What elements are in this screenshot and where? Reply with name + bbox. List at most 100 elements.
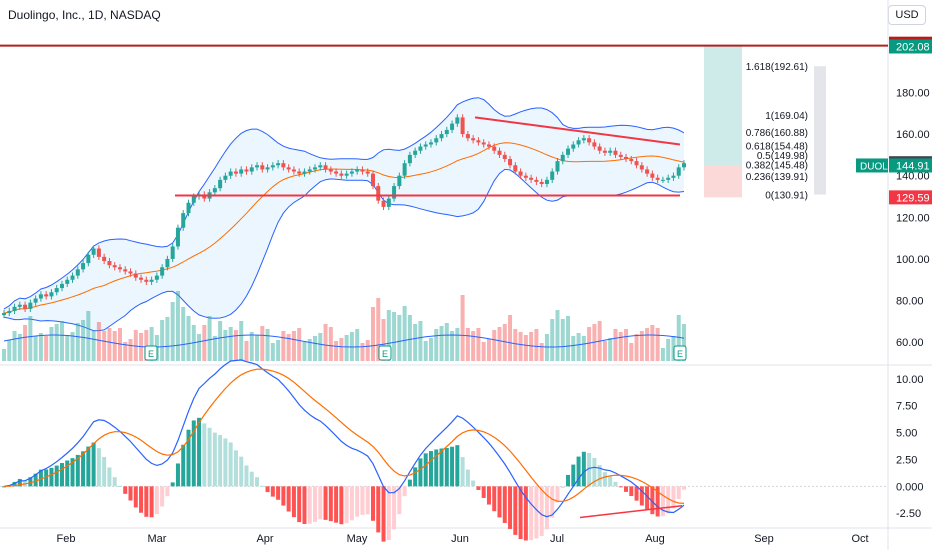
candle-body <box>65 279 70 284</box>
candle-body <box>12 306 17 311</box>
volume-bar <box>112 331 117 361</box>
candle-body <box>576 140 581 145</box>
macd-histogram-bar <box>165 486 170 497</box>
volume-bar <box>634 334 639 361</box>
candle-body <box>349 171 354 174</box>
fib-label: 0.236(139.91) <box>746 172 808 183</box>
candle-body <box>59 283 64 289</box>
volume-bar <box>455 328 460 361</box>
volume-bar <box>587 327 592 361</box>
candle-body <box>571 144 576 149</box>
volume-bar <box>265 329 270 361</box>
candle-body <box>624 156 629 160</box>
macd-histogram-bar <box>576 456 581 487</box>
time-axis-tick: Jun <box>451 533 469 545</box>
candle-body <box>534 179 539 182</box>
volume-bar <box>497 327 502 361</box>
candle-body <box>70 275 75 280</box>
macd-histogram-bar <box>81 451 86 487</box>
candle-body <box>281 163 286 168</box>
macd-histogram-bar <box>154 486 159 515</box>
volume-bar <box>144 330 149 361</box>
volume-bar <box>207 316 212 361</box>
macd-histogram-bar <box>624 486 629 492</box>
time-axis-tick: Aug <box>645 533 665 545</box>
fib-ruler <box>814 66 826 195</box>
macd-histogram-bar <box>349 486 354 521</box>
macd-histogram-bar <box>476 486 481 490</box>
price-axis-tick: 180.00 <box>896 87 930 99</box>
price-label-box <box>889 158 932 173</box>
candle-body <box>339 173 344 176</box>
volume-bar <box>460 295 465 361</box>
candle-body <box>434 138 439 143</box>
candle-body <box>486 144 491 147</box>
candle-body <box>334 171 339 174</box>
candle-body <box>291 169 296 172</box>
macd-histogram-bar <box>650 486 655 515</box>
macd-histogram-bar <box>197 417 202 487</box>
candle-body <box>276 163 281 166</box>
macd-histogram-bar <box>502 486 507 523</box>
time-axis-tick: Mar <box>148 533 167 545</box>
candle-body <box>455 117 460 124</box>
candle-body <box>54 288 59 293</box>
candle-body <box>23 304 28 309</box>
macd-histogram-bar <box>444 448 449 487</box>
macd-histogram-bar <box>307 486 312 524</box>
macd-histogram-bar <box>228 442 233 487</box>
fib-label: 0.618(154.48) <box>746 142 808 153</box>
earnings-marker <box>378 345 392 361</box>
macd-histogram-bar <box>471 480 476 487</box>
volume-bar <box>666 339 671 361</box>
volume-bar <box>260 326 265 361</box>
price-axis-tick: 60.00 <box>896 337 924 349</box>
symbol-tag-box <box>856 158 888 173</box>
volume-bar <box>212 336 217 361</box>
time-axis-tick: Feb <box>57 533 76 545</box>
volume-bar <box>2 349 6 361</box>
candle-body <box>413 150 418 155</box>
volume-bar <box>465 328 470 361</box>
price-label: 202.08 <box>896 41 930 53</box>
volume-bar <box>355 329 360 361</box>
macd-histogram-bar <box>671 486 676 509</box>
volume-bar <box>96 322 101 361</box>
volume-bar <box>534 329 539 361</box>
volume-bar <box>75 323 80 361</box>
candle-body <box>102 256 107 262</box>
macd-histogram-bar <box>555 486 560 503</box>
macd-histogram-bar <box>318 486 323 520</box>
bollinger-band-fill <box>4 97 684 331</box>
volume-bar <box>339 338 344 361</box>
macd-line <box>3 359 685 518</box>
macd-histogram-bar <box>38 469 43 487</box>
candle-body <box>233 171 238 174</box>
volume-bar <box>492 330 497 361</box>
macd-axis-tick: 10.00 <box>896 374 924 386</box>
volume-bar <box>560 319 565 361</box>
volume-bar <box>123 342 128 361</box>
candle-body <box>286 167 291 170</box>
candle-body <box>597 146 602 151</box>
candle-body <box>370 173 375 187</box>
macd-histogram-bar <box>481 486 486 498</box>
candle-body <box>249 167 254 172</box>
candle-body <box>602 150 607 153</box>
macd-histogram-bar <box>202 423 207 487</box>
price-axis-tick: 120.00 <box>896 212 930 224</box>
candle-body <box>471 138 476 141</box>
macd-histogram-bar <box>239 456 244 487</box>
volume-bar <box>244 341 249 361</box>
macd-histogram-bar <box>455 445 460 487</box>
candle-body <box>450 123 455 130</box>
macd-histogram-bar <box>223 438 228 487</box>
volume-bar <box>133 330 138 361</box>
candle-body <box>629 159 634 162</box>
volume-bar <box>59 321 64 361</box>
macd-histogram-bar <box>144 486 149 517</box>
macd-histogram-bar <box>460 457 465 487</box>
macd-histogram-bar <box>634 486 639 501</box>
volume-bar <box>323 324 328 361</box>
